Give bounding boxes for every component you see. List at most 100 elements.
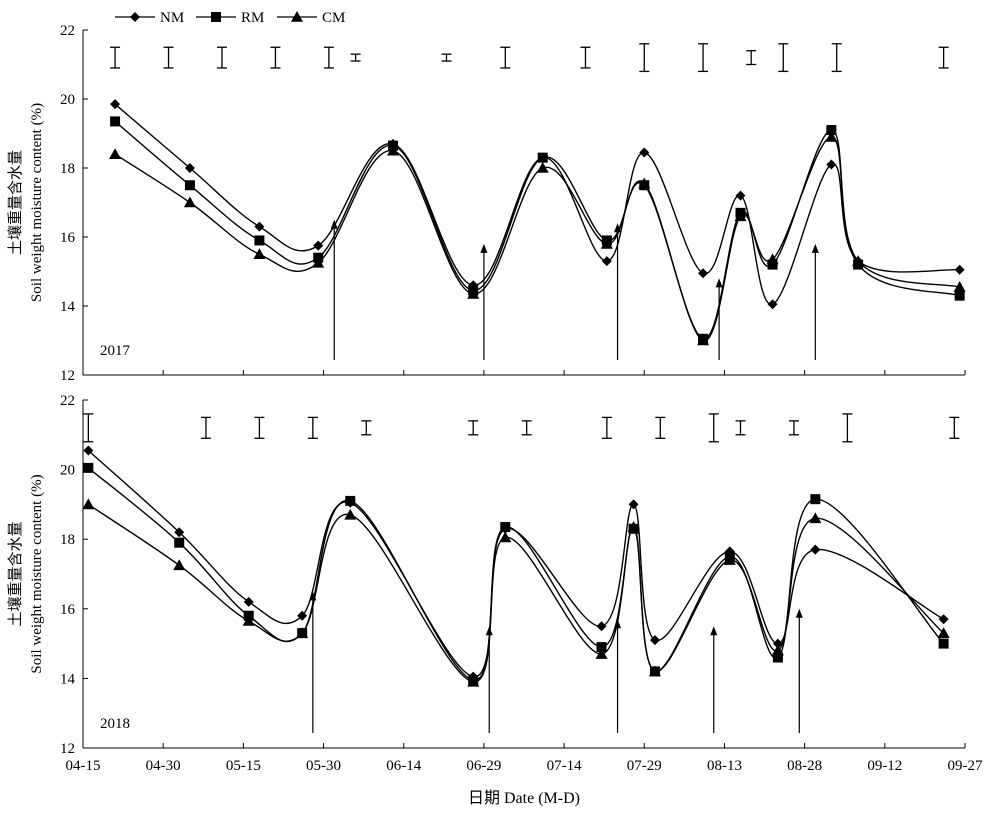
rainfall-arrowhead (715, 278, 723, 288)
rainfall-arrowhead (795, 608, 803, 618)
point-CM (627, 521, 640, 532)
x-tick-label: 06-14 (386, 758, 421, 774)
point-RM (810, 494, 821, 505)
point-NM (254, 221, 265, 232)
series-line-CM (114, 136, 960, 342)
point-CM (697, 334, 710, 346)
legend-label-CM: CM (322, 10, 345, 26)
point-CM (600, 237, 613, 249)
y-tick-label: 14 (60, 671, 76, 687)
point-RM (184, 180, 195, 191)
point-NM (174, 527, 185, 538)
x-tick-label: 07-14 (547, 758, 582, 774)
point-CM (809, 512, 822, 524)
x-tick-label: 04-30 (146, 758, 181, 774)
point-RM (954, 290, 965, 301)
y-tick-label: 18 (60, 161, 75, 177)
legend (115, 11, 317, 22)
point-CM (937, 627, 950, 638)
y-tick-label: 12 (60, 368, 75, 384)
point-CM (183, 196, 196, 208)
point-CM (467, 287, 480, 299)
point-CM (296, 627, 309, 638)
x-tick-label: 08-13 (707, 758, 742, 774)
x-tick-label: 09-27 (948, 758, 983, 774)
point-RM (767, 259, 778, 270)
point-CM (771, 644, 784, 656)
legend-label-NM: NM (160, 10, 184, 26)
y-tick-label: 14 (60, 299, 76, 315)
point-CM (852, 255, 865, 266)
point-RM (254, 235, 265, 246)
point-CM (109, 148, 122, 159)
point-NM (628, 499, 639, 510)
rainfall-arrowhead (710, 626, 718, 636)
y-tick-label: 22 (60, 393, 75, 409)
y-tick-label: 20 (60, 463, 75, 479)
point-NM (938, 614, 949, 625)
rainfall-arrowhead (811, 243, 819, 253)
rainfall-arrowhead (480, 243, 488, 253)
panel-year-label: 2017 (100, 343, 131, 359)
y-axis-label-cn: 土壤重量含水量 (6, 150, 24, 255)
series-line-RM (114, 120, 960, 340)
y-tick-label: 22 (60, 23, 75, 39)
point-NM (184, 163, 195, 173)
point-CM (825, 130, 838, 142)
point-CM (82, 498, 95, 510)
point-CM (953, 281, 966, 292)
point-NM (767, 299, 778, 310)
point-CM (242, 614, 255, 626)
point-CM (387, 144, 400, 156)
y-tick-label: 16 (60, 230, 76, 246)
point-CM (536, 162, 549, 173)
y-tick-label: 12 (60, 741, 75, 757)
point-CM (766, 253, 779, 265)
point-CM (723, 554, 736, 565)
point-NM (698, 268, 709, 279)
point-NM (649, 635, 660, 646)
point-RM (938, 638, 949, 649)
y-tick-label: 18 (60, 532, 75, 548)
x-tick-label: 07-29 (627, 758, 662, 774)
panel-2018 (82, 399, 966, 749)
point-NM (313, 240, 324, 251)
point-CM (648, 665, 661, 677)
point-NM (601, 256, 612, 267)
legend-marker-CM (291, 11, 303, 22)
point-CM (344, 508, 357, 520)
point-RM (826, 125, 837, 136)
x-axis-label: 日期 Date (M-D) (468, 789, 580, 807)
point-RM (83, 462, 94, 473)
point-CM (638, 177, 651, 189)
point-CM (253, 248, 266, 260)
point-RM (110, 116, 121, 127)
point-CM (312, 256, 325, 268)
point-NM (83, 445, 94, 456)
y-axis-label-en: Soil weight moisture content (%) (29, 474, 45, 673)
point-NM (826, 159, 837, 170)
point-RM (772, 652, 783, 663)
point-NM (243, 596, 254, 607)
point-RM (596, 642, 607, 653)
panel-2017 (82, 29, 966, 376)
point-NM (954, 264, 965, 275)
point-CM (499, 531, 512, 543)
point-RM (500, 522, 511, 533)
panel-year-label: 2018 (100, 716, 130, 732)
point-NM (297, 610, 308, 621)
point-CM (734, 210, 747, 222)
point-NM (810, 544, 821, 555)
y-tick-label: 16 (60, 602, 76, 618)
x-tick-label: 06-29 (466, 758, 501, 774)
point-RM (345, 495, 356, 506)
y-axis-label-cn: 土壤重量含水量 (6, 521, 24, 626)
x-tick-label: 05-15 (226, 758, 261, 774)
series-line-NM (87, 449, 944, 678)
y-axis-label-en: Soil weight moisture content (%) (29, 103, 45, 302)
point-NM (110, 99, 121, 110)
x-tick-label: 09-12 (867, 758, 902, 774)
point-CM (467, 675, 480, 687)
y-tick-label: 20 (60, 92, 75, 108)
